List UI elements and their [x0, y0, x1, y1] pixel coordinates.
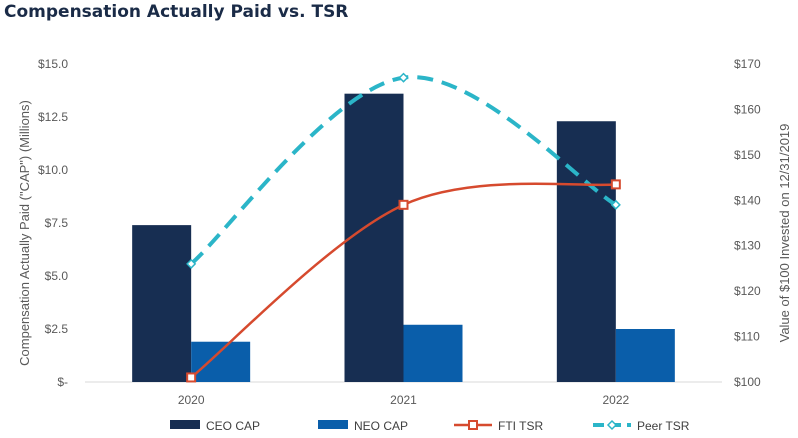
neo-cap-bar — [615, 329, 675, 382]
peer-tsr-marker — [610, 199, 621, 210]
right-tick-label: $140 — [734, 193, 761, 207]
ceo-cap-bar — [556, 121, 616, 383]
neo-cap-bar — [403, 324, 463, 382]
left-tick-label: $7.5 — [45, 216, 69, 230]
legend: CEO CAP NEO CAP FTI TSR Peer TSR — [170, 419, 690, 433]
right-tick-label: $100 — [734, 375, 761, 389]
legend-ceo-cap-label: CEO CAP — [206, 419, 260, 433]
neo-cap-bar — [191, 341, 251, 382]
left-tick-label: $15.0 — [38, 57, 68, 71]
left-tick-label: $12.5 — [38, 110, 68, 124]
legend-peer-tsr-marker — [606, 419, 618, 431]
right-tick-label: $120 — [734, 284, 761, 298]
category-label: 2021 — [390, 393, 417, 407]
right-tick-label: $130 — [734, 239, 761, 253]
left-tick-label: $10.0 — [38, 163, 68, 177]
ceo-cap-bar — [132, 225, 192, 382]
legend-fti-tsr-label: FTI TSR — [498, 419, 543, 433]
legend-fti-tsr-marker — [468, 420, 478, 430]
left-axis-title: Compensation Actually Paid ("CAP") (Mill… — [17, 100, 32, 366]
x-axis: 2020 2021 2022 — [178, 393, 630, 407]
category-label: 2020 — [178, 393, 205, 407]
right-tick-label: $160 — [734, 102, 761, 116]
fti-tsr-marker — [186, 372, 197, 383]
fti-tsr-marker — [610, 179, 621, 190]
legend-ceo-cap-swatch — [170, 420, 200, 429]
legend-neo-cap-swatch — [318, 420, 348, 429]
peer-tsr-marker — [186, 258, 197, 269]
category-label: 2022 — [602, 393, 629, 407]
legend-neo-cap-label: NEO CAP — [354, 419, 408, 433]
right-tick-label: $170 — [734, 57, 761, 71]
peer-tsr-marker — [398, 72, 409, 83]
fti-tsr-marker — [398, 199, 409, 210]
legend-peer-tsr-label: Peer TSR — [637, 419, 690, 433]
left-tick-label: $- — [57, 375, 68, 389]
line-series — [186, 72, 621, 383]
left-tick-label: $2.5 — [45, 322, 69, 336]
left-tick-label: $5.0 — [45, 269, 69, 283]
left-axis: $- $2.5 $5.0 $7.5 $10.0 $12.5 $15.0 — [38, 57, 68, 389]
right-axis-title: Value of $100 Invested on 12/31/2019 — [777, 124, 792, 343]
right-tick-label: $150 — [734, 148, 761, 162]
bar-series — [132, 93, 675, 383]
right-tick-label: $110 — [734, 330, 760, 344]
chart-title: Compensation Actually Paid vs. TSR — [4, 2, 349, 22]
right-axis: $100 $110 $120 $130 $140 $150 $160 $170 — [734, 57, 761, 389]
ceo-cap-bar — [344, 93, 404, 383]
